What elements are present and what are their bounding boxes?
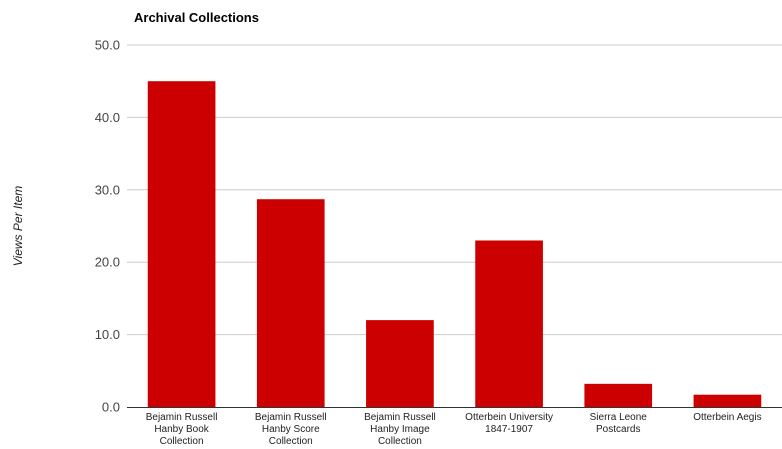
x-category-label: Collection (160, 436, 204, 447)
y-tick-label: 10.0 (95, 327, 120, 342)
x-category-label: Collection (269, 436, 313, 447)
x-category-label: Hanby Image (370, 424, 430, 435)
x-category-label: Hanby Score (262, 424, 320, 435)
x-category-label: Hanby Book (154, 424, 209, 435)
bar (366, 320, 434, 407)
bar (256, 199, 325, 407)
x-category-label: Postcards (596, 424, 640, 435)
bar (584, 383, 653, 407)
x-category-label: Collection (378, 436, 422, 447)
y-tick-label: 0.0 (102, 400, 120, 415)
bar (693, 394, 762, 407)
chart-title: Archival Collections (134, 10, 259, 25)
x-category-label: Otterbein Aegis (693, 412, 761, 423)
bar (147, 81, 216, 407)
x-category-label: Otterbein University (465, 412, 553, 423)
y-tick-label: 30.0 (95, 182, 120, 197)
x-category-label: 1847-1907 (485, 424, 533, 435)
y-tick-label: 20.0 (95, 255, 120, 270)
bar (475, 240, 543, 407)
y-axis-ticks: 0.0 10.0 20.0 30.0 40.0 50.0 (95, 38, 120, 415)
x-category-label: Bejamin Russell (146, 412, 218, 423)
x-category-label: Sierra Leone (590, 412, 648, 423)
gridlines (127, 44, 782, 336)
x-category-label: Bejamin Russell (364, 412, 436, 423)
x-category-label: Bejamin Russell (255, 412, 327, 423)
y-axis-label: Views Per Item (11, 186, 25, 266)
y-tick-label: 50.0 (95, 38, 120, 53)
bars (147, 81, 762, 407)
y-tick-label: 40.0 (95, 110, 120, 125)
